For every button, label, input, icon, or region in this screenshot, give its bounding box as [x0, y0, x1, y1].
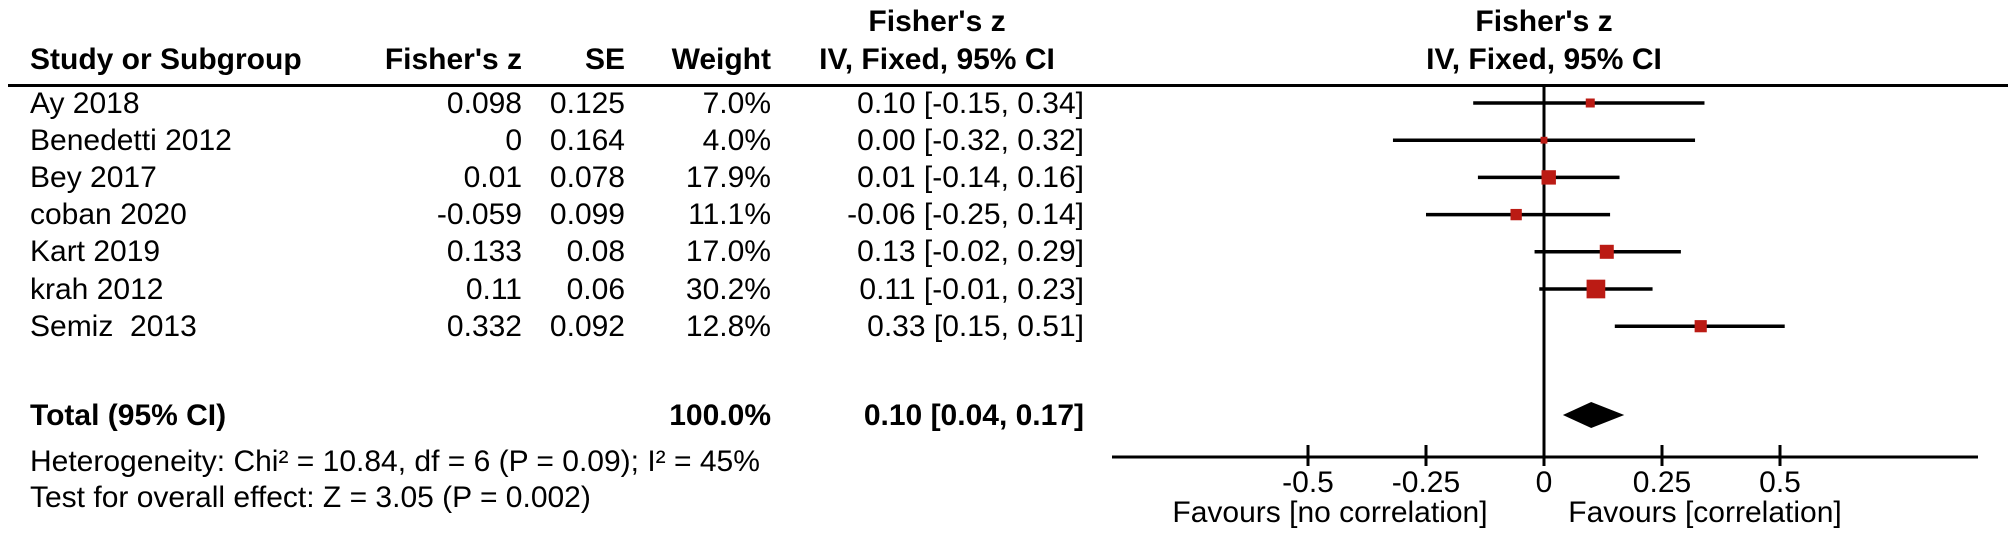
study-row: krah 2012 0.11 0.06 30.2% 0.11 [-0.01, 0… — [0, 271, 1100, 308]
axis-tick-label: 0 — [1536, 466, 1553, 499]
study-z: -0.059 — [436, 198, 522, 232]
favours-right-label: Favours [correlation] — [1568, 496, 1842, 529]
column-header-z: Fisher's z — [384, 43, 522, 76]
axis-tick-label: -0.25 — [1392, 466, 1460, 499]
summary-diamond — [1562, 402, 1625, 428]
study-weight: 7.0% — [702, 86, 771, 120]
study-se: 0.125 — [549, 86, 625, 120]
effect-square — [1585, 98, 1595, 108]
study-se: 0.099 — [549, 198, 625, 232]
study-row: Bey 2017 0.01 0.078 17.9% 0.01 [-0.14, 0… — [0, 159, 1100, 196]
study-ci-text: 0.00 [-0.32, 0.32] — [857, 123, 1084, 157]
study-ci-text: 0.10 [-0.15, 0.34] — [857, 86, 1084, 120]
plot-header-line2: IV, Fixed, 95% CI — [1426, 43, 1662, 76]
heterogeneity-text: Heterogeneity: Chi² = 10.84, df = 6 (P =… — [30, 445, 760, 478]
plot-header-line1: Fisher's z — [1475, 5, 1613, 38]
effect-column-header-line1: Fisher's z — [868, 5, 1006, 38]
column-header-study: Study or Subgroup — [30, 43, 302, 76]
axis-tick-label: -0.5 — [1282, 466, 1334, 499]
total-label: Total (95% CI) — [30, 399, 227, 432]
study-se: 0.092 — [549, 309, 625, 343]
total-weight: 100.0% — [669, 399, 771, 432]
header-divider — [8, 84, 2008, 87]
favours-left-label: Favours [no correlation] — [1172, 496, 1488, 529]
overall-effect-text: Test for overall effect: Z = 3.05 (P = 0… — [30, 481, 591, 514]
study-weight: 12.8% — [685, 309, 771, 343]
study-z: 0.133 — [446, 235, 522, 269]
effect-square — [1599, 244, 1614, 259]
study-name: Benedetti 2012 — [30, 123, 232, 157]
study-se: 0.164 — [549, 123, 625, 157]
study-weight: 11.1% — [688, 198, 771, 232]
study-ci-text: 0.11 [-0.01, 0.23] — [859, 272, 1084, 306]
study-row: Benedetti 2012 0 0.164 4.0% 0.00 [-0.32,… — [0, 122, 1100, 159]
study-name: Ay 2018 — [30, 86, 140, 120]
forest-plot-canvas: -0.5 -0.25 0 0.25 0.5 — [1112, 84, 1978, 499]
study-name: krah 2012 — [30, 272, 164, 306]
study-weight: 30.2% — [685, 272, 771, 306]
effect-square — [1540, 136, 1548, 144]
study-row: Ay 2018 0.098 0.125 7.0% 0.10 [-0.15, 0.… — [0, 85, 1100, 122]
total-row: Total (95% CI) 100.0% 0.10 [0.04, 0.17] — [0, 397, 1100, 434]
axis-tick-label: 0.25 — [1633, 466, 1691, 499]
study-se: 0.08 — [566, 235, 625, 269]
study-name: Semiz 2013 — [30, 309, 197, 343]
axis-tick-label: 0.5 — [1759, 466, 1801, 499]
study-name: coban 2020 — [30, 198, 187, 232]
effect-column-header-line2: IV, Fixed, 95% CI — [819, 43, 1055, 76]
study-z: 0 — [505, 123, 522, 157]
effect-square — [1510, 208, 1522, 221]
effect-square — [1694, 320, 1707, 333]
study-weight: 4.0% — [702, 123, 771, 157]
study-se: 0.078 — [549, 160, 625, 194]
study-row: Kart 2019 0.133 0.08 17.0% 0.13 [-0.02, … — [0, 233, 1100, 270]
study-ci-text: 0.33 [0.15, 0.51] — [867, 309, 1084, 343]
study-ci-text: -0.06 [-0.25, 0.14] — [847, 198, 1084, 232]
study-row: Semiz 2013 0.332 0.092 12.8% 0.33 [0.15,… — [0, 308, 1100, 345]
study-z: 0.332 — [446, 309, 522, 343]
study-row: coban 2020 -0.059 0.099 11.1% -0.06 [-0.… — [0, 196, 1100, 233]
total-ci-text: 0.10 [0.04, 0.17] — [863, 399, 1084, 432]
study-se: 0.06 — [566, 272, 625, 306]
column-header-se: SE — [584, 43, 625, 76]
study-ci-text: 0.01 [-0.14, 0.16] — [857, 160, 1084, 194]
study-ci-text: 0.13 [-0.02, 0.29] — [857, 235, 1084, 269]
effect-square — [1586, 279, 1606, 299]
effect-square — [1541, 170, 1556, 185]
study-z: 0.11 — [465, 272, 522, 306]
study-z: 0.098 — [446, 86, 522, 120]
study-name: Bey 2017 — [30, 160, 157, 194]
study-name: Kart 2019 — [30, 235, 161, 269]
study-weight: 17.0% — [685, 235, 771, 269]
study-z: 0.01 — [463, 160, 522, 194]
study-weight: 17.9% — [685, 160, 771, 194]
column-header-weight: Weight — [671, 43, 771, 76]
